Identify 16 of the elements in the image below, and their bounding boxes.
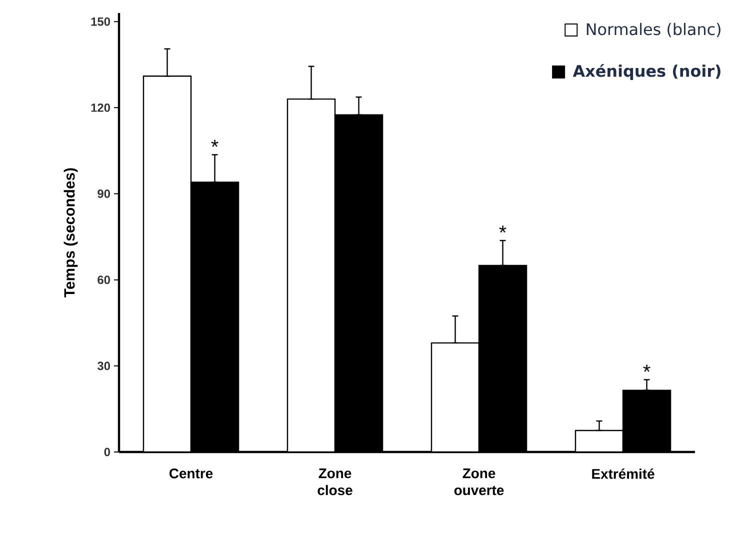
annotation: * [499,226,506,233]
y-tick-label: 0 [104,448,110,456]
x-tick-label: Zone close [318,468,352,496]
annotation: * [211,140,218,147]
x-tick-label: Centre [169,468,213,478]
y-tick-label: 90 [98,190,110,198]
y-axis-title: Temps (secondes) [64,168,78,298]
y-tick-label: 60 [98,276,110,284]
y-tick-label: 120 [91,103,110,112]
legend-label: Axéniques (noir) [572,64,720,80]
x-tick-label: Extrémité [592,468,654,479]
annotation: * [643,364,650,372]
legend-label: Normales (blanc) [586,22,720,38]
y-tick-label: 30 [97,362,110,370]
y-tick-label: 150 [91,17,110,26]
x-tick-label: Zone ouverte [454,468,504,496]
